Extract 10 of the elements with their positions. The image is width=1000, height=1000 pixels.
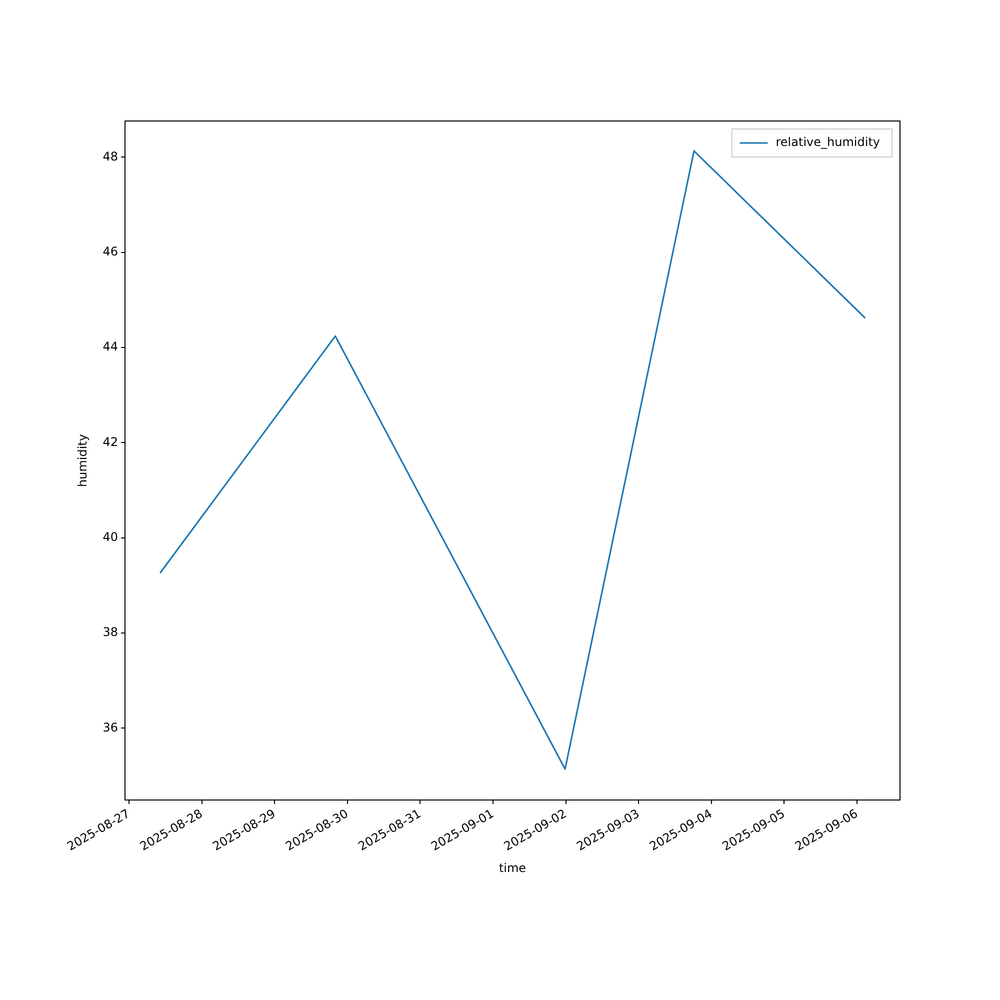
legend-label: relative_humidity: [776, 135, 880, 150]
y-tick-label: 38: [102, 625, 118, 640]
y-tick-label: 36: [102, 720, 118, 734]
y-tick-label: 40: [102, 530, 118, 544]
y-tick-label: 44: [102, 340, 118, 354]
y-tick-label: 42: [102, 434, 118, 449]
y-axis-title: humidity: [75, 434, 90, 487]
x-axis-title: time: [498, 860, 526, 875]
y-tick-label: 46: [102, 244, 118, 258]
y-tick-label: 48: [102, 149, 118, 164]
